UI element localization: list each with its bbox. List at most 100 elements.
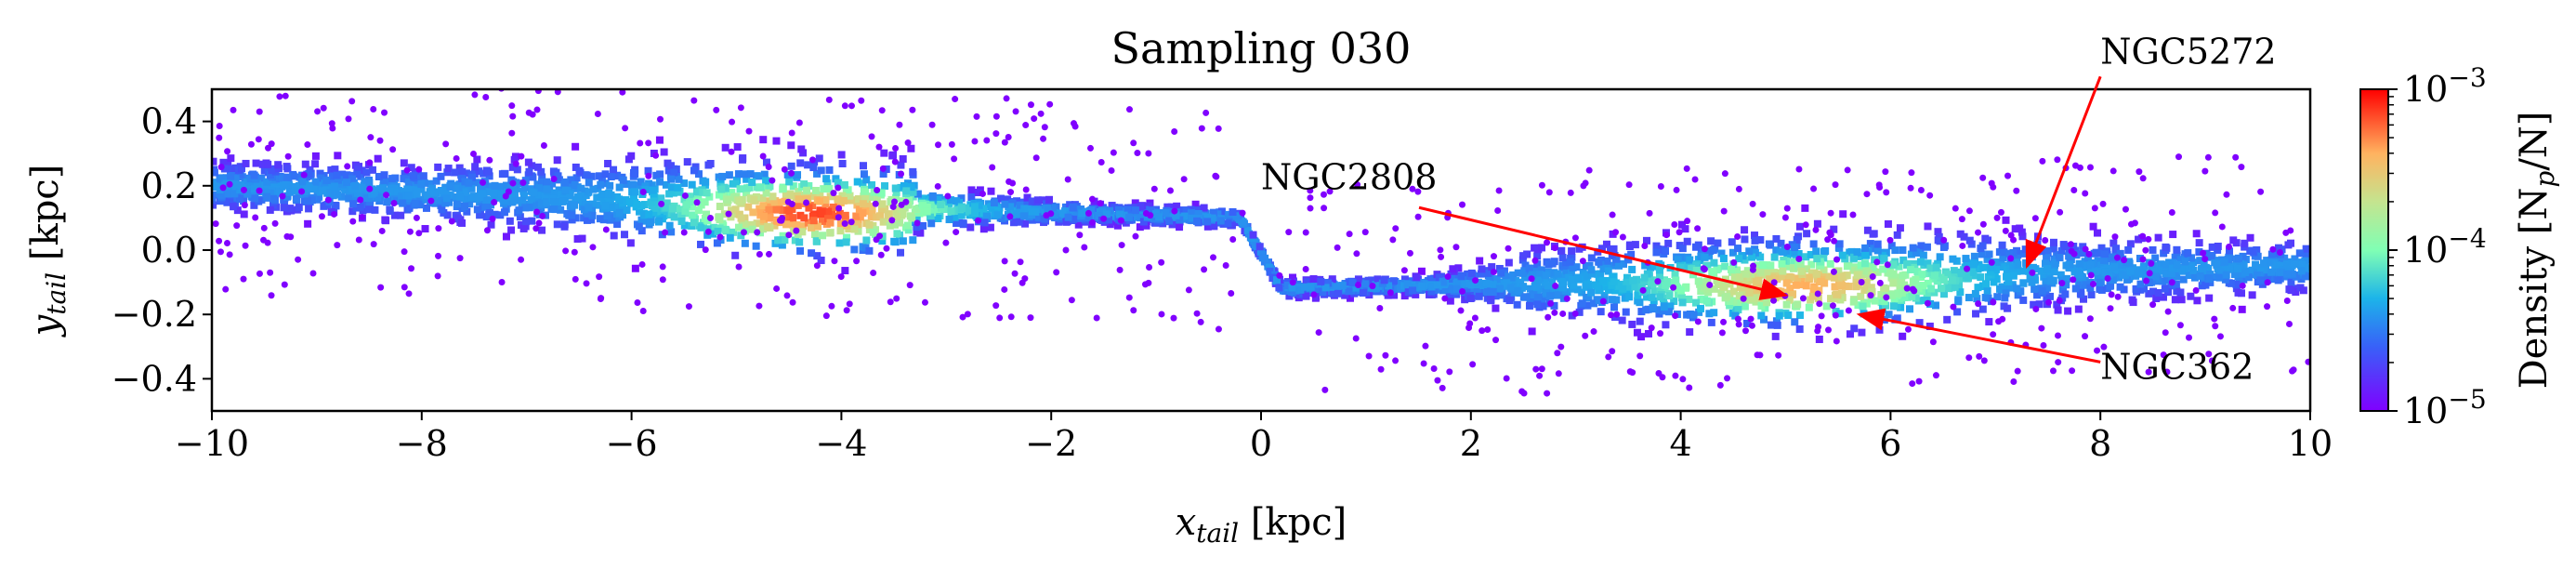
- density-outlier: [2283, 298, 2291, 305]
- density-bin: [1194, 209, 1203, 218]
- density-bin: [2257, 263, 2266, 271]
- density-bin: [485, 172, 493, 180]
- density-bin: [759, 202, 768, 210]
- density-bin: [1895, 262, 1903, 271]
- density-bin: [1467, 281, 1476, 289]
- density-outlier: [828, 302, 835, 310]
- density-bin: [1756, 268, 1765, 276]
- density-outlier: [562, 247, 570, 255]
- density-bin: [382, 217, 390, 225]
- density-bin: [1707, 237, 1715, 245]
- density-outlier: [1108, 166, 1115, 174]
- density-bin: [692, 188, 701, 196]
- density-bin: [759, 225, 768, 233]
- density-outlier: [1158, 311, 1165, 318]
- density-bin: [1914, 271, 1923, 280]
- density-outlier: [329, 125, 336, 132]
- density-bin: [877, 205, 886, 214]
- density-bin: [1647, 276, 1655, 284]
- density-outlier: [1457, 307, 1465, 314]
- density-bin: [1834, 267, 1843, 275]
- density-outlier: [1544, 390, 1551, 397]
- density-bin: [966, 223, 975, 232]
- density-bin: [2136, 280, 2145, 288]
- density-bin: [443, 168, 452, 177]
- density-bin: [1734, 306, 1742, 314]
- density-bin: [743, 221, 752, 230]
- density-bin: [559, 197, 568, 205]
- density-bin: [1578, 299, 1586, 308]
- density-bin: [2071, 284, 2080, 293]
- density-bin: [1433, 281, 1441, 289]
- density-bin: [1795, 222, 1804, 231]
- density-bin: [1807, 250, 1815, 258]
- density-bin: [2082, 261, 2090, 270]
- density-bin: [1477, 270, 1485, 278]
- density-outlier: [1654, 278, 1662, 285]
- density-bin: [759, 136, 768, 144]
- density-outlier: [1908, 169, 1915, 177]
- density-bin: [580, 205, 588, 214]
- density-bin: [1757, 311, 1766, 320]
- density-bin: [1692, 261, 1701, 270]
- density-bin: [1978, 305, 1987, 313]
- density-bin: [819, 232, 827, 240]
- density-bin: [1756, 253, 1765, 261]
- density-bin: [1978, 250, 1986, 258]
- density-bin: [2232, 280, 2241, 288]
- density-bin: [647, 198, 655, 206]
- density-bin: [680, 221, 689, 230]
- density-outlier: [230, 106, 237, 113]
- density-outlier: [256, 187, 263, 194]
- density-bin: [458, 167, 467, 176]
- density-outlier: [2055, 332, 2062, 339]
- density-outlier: [1420, 360, 1427, 367]
- density-bin: [749, 208, 757, 217]
- density-bin: [2099, 256, 2108, 264]
- density-bin: [1530, 291, 1538, 299]
- density-bin: [405, 203, 414, 211]
- density-outlier: [505, 188, 512, 195]
- density-bin: [1392, 284, 1400, 293]
- density-bin: [543, 185, 551, 193]
- density-bin: [1308, 286, 1317, 295]
- density-outlier: [2139, 175, 2147, 182]
- density-bin: [927, 201, 935, 209]
- density-bin: [1587, 288, 1596, 297]
- density-bin: [2031, 284, 2039, 293]
- density-outlier: [413, 214, 420, 221]
- density-bin: [1795, 311, 1804, 320]
- density-bin: [2123, 275, 2132, 284]
- density-bin: [610, 165, 618, 174]
- density-bin: [298, 178, 307, 186]
- density-outlier: [483, 227, 491, 234]
- density-outlier: [2091, 205, 2098, 212]
- density-bin: [1772, 317, 1781, 325]
- density-outlier: [349, 218, 357, 225]
- density-outlier: [789, 298, 796, 306]
- density-bin: [1880, 298, 1888, 306]
- density-outlier: [2049, 367, 2057, 375]
- density-outlier: [808, 156, 816, 164]
- density-bin: [2109, 254, 2118, 262]
- density-outlier: [2032, 305, 2040, 312]
- density-bin: [281, 198, 289, 206]
- density-outlier: [1125, 106, 1133, 113]
- density-bin: [257, 174, 266, 182]
- density-bin: [1912, 294, 1920, 302]
- density-outlier: [233, 222, 241, 230]
- density-bin: [1689, 311, 1698, 319]
- density-bin: [386, 207, 394, 216]
- density-bin: [744, 203, 753, 211]
- density-outlier: [247, 140, 255, 148]
- density-bin: [567, 176, 575, 184]
- density-outlier: [1528, 275, 1535, 283]
- density-outlier: [1609, 348, 1616, 355]
- density-bin: [2154, 233, 2162, 242]
- density-outlier: [2100, 343, 2108, 351]
- density-bin: [490, 194, 498, 203]
- density-bin: [890, 220, 899, 229]
- density-bin: [2167, 282, 2175, 290]
- density-bin: [1741, 256, 1749, 264]
- density-outlier: [518, 152, 525, 160]
